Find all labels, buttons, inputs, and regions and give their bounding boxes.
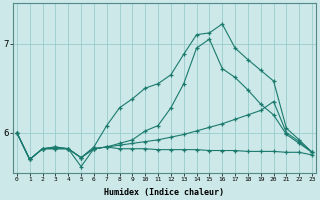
X-axis label: Humidex (Indice chaleur): Humidex (Indice chaleur): [104, 188, 224, 197]
